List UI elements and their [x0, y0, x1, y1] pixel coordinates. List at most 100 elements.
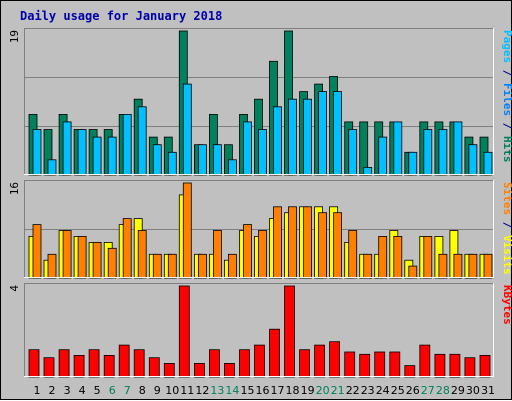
x-tick-label-17: 17	[271, 384, 285, 397]
bar-kbytes-10	[163, 362, 175, 378]
bar-kbytes-13	[208, 349, 220, 378]
x-tick-label-22: 22	[346, 384, 360, 397]
bar-sites-8	[137, 230, 147, 279]
bar-kbytes-12	[193, 362, 205, 378]
bar-kbytes-25	[389, 351, 401, 378]
bar-files-2	[47, 159, 57, 176]
bar-kbytes-22	[344, 351, 356, 378]
bar-sites-17	[273, 206, 282, 279]
bar-sites-28	[438, 253, 448, 279]
right-label-part: Hits	[501, 136, 512, 163]
bar-kbytes-23	[359, 353, 371, 378]
bar-kbytes-3	[58, 349, 70, 378]
bar-files-7	[122, 114, 132, 176]
bar-kbytes-16	[254, 344, 265, 378]
right-label-part: Sites	[501, 182, 512, 215]
bar-files-30	[468, 144, 478, 176]
bar-files-29	[453, 121, 463, 176]
bar-files-4	[77, 129, 87, 176]
x-tick-label-30: 30	[466, 384, 480, 397]
bar-kbytes-14	[223, 362, 235, 378]
x-tick-label-20: 20	[316, 384, 330, 397]
right-label-part: KBytes	[501, 285, 512, 325]
right-label-kbytes: KBytes	[501, 285, 512, 325]
bar-sites-29	[453, 253, 463, 279]
bar-sites-4	[77, 235, 87, 279]
x-tick-label-5: 5	[94, 384, 101, 397]
bar-sites-9	[152, 253, 162, 279]
bar-kbytes-31	[479, 354, 491, 378]
x-tick-label-2: 2	[49, 384, 56, 397]
bar-files-1	[32, 129, 42, 176]
bar-kbytes-15	[239, 349, 250, 378]
bar-files-31	[483, 151, 493, 176]
bar-kbytes-29	[449, 353, 461, 378]
right-label-part: Pages	[501, 30, 512, 63]
bar-kbytes-30	[464, 357, 476, 378]
bar-sites-14	[227, 253, 237, 279]
bar-files-10	[167, 151, 177, 176]
bar-kbytes-19	[299, 349, 311, 378]
bar-kbytes-18	[284, 285, 295, 378]
x-tick-label-9: 9	[154, 384, 161, 397]
right-label-part: Files	[501, 83, 512, 116]
right-label-hits-files-pages: Pages / Files / Hits	[501, 30, 512, 163]
x-tick-label-28: 28	[436, 384, 450, 397]
bar-kbytes-11	[178, 285, 190, 378]
bar-sites-20	[318, 212, 328, 279]
bar-sites-5	[92, 241, 102, 279]
bar-sites-21	[333, 212, 343, 279]
right-label-part: Visits	[501, 235, 512, 275]
right-label-part: /	[501, 116, 512, 136]
x-tick-label-8: 8	[139, 384, 146, 397]
x-tick-label-6: 6	[109, 384, 116, 397]
bar-sites-22	[348, 230, 358, 279]
bar-files-9	[152, 144, 162, 176]
bar-sites-12	[197, 253, 207, 279]
bar-files-25	[393, 121, 403, 176]
y-max-label-kbytes: 4	[8, 285, 21, 292]
bar-kbytes-27	[419, 344, 431, 378]
bar-kbytes-9	[148, 357, 160, 378]
x-tick-label-31: 31	[481, 384, 495, 397]
bar-files-13	[212, 144, 222, 176]
x-tick-label-12: 12	[195, 384, 209, 397]
bar-files-5	[92, 136, 102, 176]
bar-files-11	[182, 83, 192, 176]
bar-kbytes-2	[43, 357, 55, 378]
bar-sites-24	[378, 235, 388, 279]
right-label-visits-sites: Sites / Visits	[501, 182, 512, 275]
x-tick-label-24: 24	[376, 384, 390, 397]
x-tick-label-21: 21	[331, 384, 345, 397]
bar-kbytes-21	[329, 341, 341, 378]
bar-sites-31	[483, 253, 493, 279]
right-label-part: /	[501, 63, 512, 83]
bar-files-18	[288, 98, 297, 176]
bar-files-8	[137, 106, 147, 176]
bar-kbytes-26	[404, 365, 416, 378]
bar-sites-1	[32, 224, 42, 279]
y-max-label-hits-files-pages: 19	[8, 30, 21, 43]
x-tick-label-4: 4	[79, 384, 86, 397]
bar-sites-16	[258, 230, 267, 279]
bar-files-19	[303, 98, 313, 176]
bar-sites-23	[363, 253, 373, 279]
x-tick-label-11: 11	[180, 384, 194, 397]
x-tick-label-1: 1	[34, 384, 41, 397]
x-tick-label-16: 16	[256, 384, 270, 397]
bar-kbytes-1	[28, 349, 40, 378]
bar-sites-27	[423, 235, 433, 279]
x-tick-label-3: 3	[64, 384, 71, 397]
bar-kbytes-5	[88, 349, 100, 378]
bar-files-24	[378, 136, 388, 176]
bar-files-14	[227, 159, 237, 176]
x-tick-label-15: 15	[241, 384, 255, 397]
x-tick-label-19: 19	[301, 384, 315, 397]
bar-sites-19	[303, 206, 313, 279]
bar-files-27	[423, 129, 433, 176]
bar-files-26	[408, 151, 418, 176]
x-tick-label-25: 25	[391, 384, 405, 397]
y-max-label-visits-sites: 16	[8, 182, 21, 195]
